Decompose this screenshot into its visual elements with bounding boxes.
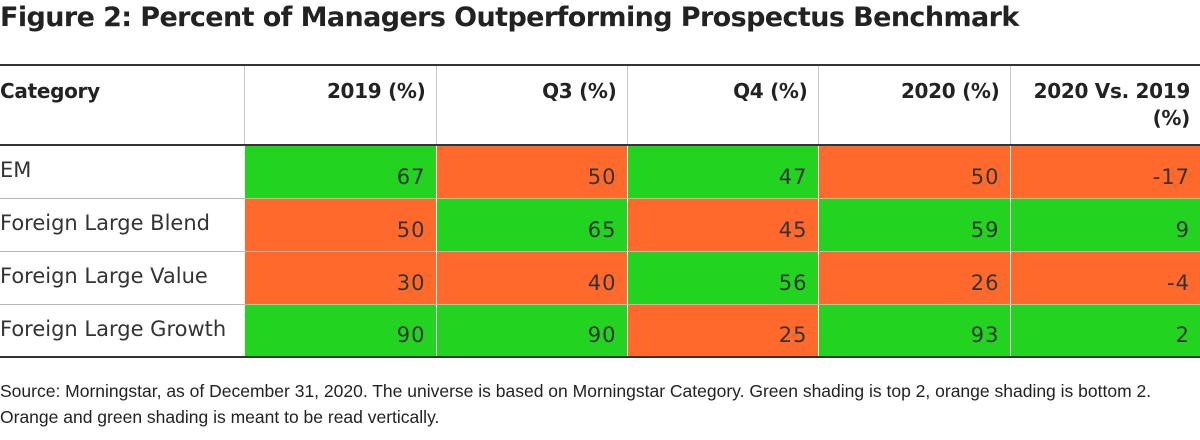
- category-cell: Foreign Large Growth: [0, 304, 244, 358]
- source-note: Source: Morningstar, as of December 31, …: [0, 381, 1152, 427]
- value-cell: 40: [435, 251, 627, 305]
- header-row: Category 2019 (%) Q3 (%) Q4 (%) 2020 (%)…: [0, 64, 1200, 146]
- value-cell: 59: [817, 198, 1010, 252]
- category-cell: EM: [0, 145, 244, 199]
- column-header: Q4 (%): [626, 64, 818, 146]
- value-cell: 50: [817, 145, 1010, 199]
- value-cell: -4: [1009, 251, 1200, 305]
- value-cell: 47: [626, 145, 818, 199]
- value-cell: 93: [817, 304, 1010, 358]
- value-cell: 2: [1009, 304, 1200, 358]
- column-header: 2020 (%): [817, 64, 1010, 146]
- figure-title: Figure 2: Percent of Managers Outperform…: [0, 2, 1019, 33]
- table-row: EM 67 50 47 50 -17: [0, 145, 1200, 199]
- category-cell: Foreign Large Blend: [0, 198, 244, 252]
- value-cell: 50: [243, 198, 436, 252]
- column-header: 2020 Vs. 2019 (%): [1009, 64, 1200, 146]
- value-cell: 56: [626, 251, 818, 305]
- value-cell: 45: [626, 198, 818, 252]
- table-row: Foreign Large Growth 90 90 25 93 2: [0, 304, 1200, 358]
- value-cell: 67: [243, 145, 436, 199]
- column-header: Q3 (%): [435, 64, 627, 146]
- value-cell: 90: [243, 304, 436, 358]
- value-cell: 25: [626, 304, 818, 358]
- value-cell: 65: [435, 198, 627, 252]
- value-cell: 30: [243, 251, 436, 305]
- table-row: Foreign Large Value 30 40 56 26 -4: [0, 251, 1200, 305]
- value-cell: 90: [435, 304, 627, 358]
- value-cell: 50: [435, 145, 627, 199]
- data-table: Category 2019 (%) Q3 (%) Q4 (%) 2020 (%)…: [0, 64, 1200, 358]
- value-cell: 26: [817, 251, 1010, 305]
- column-header: Category: [0, 64, 244, 146]
- value-cell: -17: [1009, 145, 1200, 199]
- value-cell: 9: [1009, 198, 1200, 252]
- table-body: EM 67 50 47 50 -17 Foreign Large Blend 50 65 45 59…: [0, 145, 1200, 358]
- table-row: Foreign Large Blend 50 65 45 59 9: [0, 198, 1200, 252]
- category-cell: Foreign Large Value: [0, 251, 244, 305]
- column-header: 2019 (%): [243, 64, 436, 146]
